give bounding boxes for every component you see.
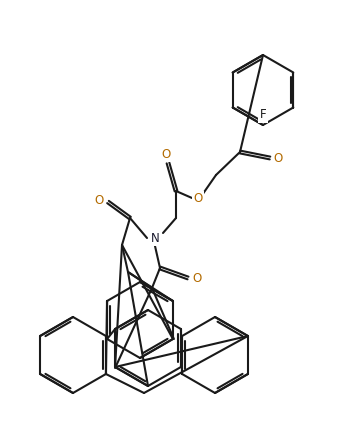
Text: O: O [193,192,203,205]
Text: F: F [260,109,266,121]
Text: O: O [192,272,202,285]
Text: O: O [162,148,171,160]
Text: O: O [273,152,283,165]
Text: O: O [94,194,104,206]
Text: N: N [151,232,159,244]
